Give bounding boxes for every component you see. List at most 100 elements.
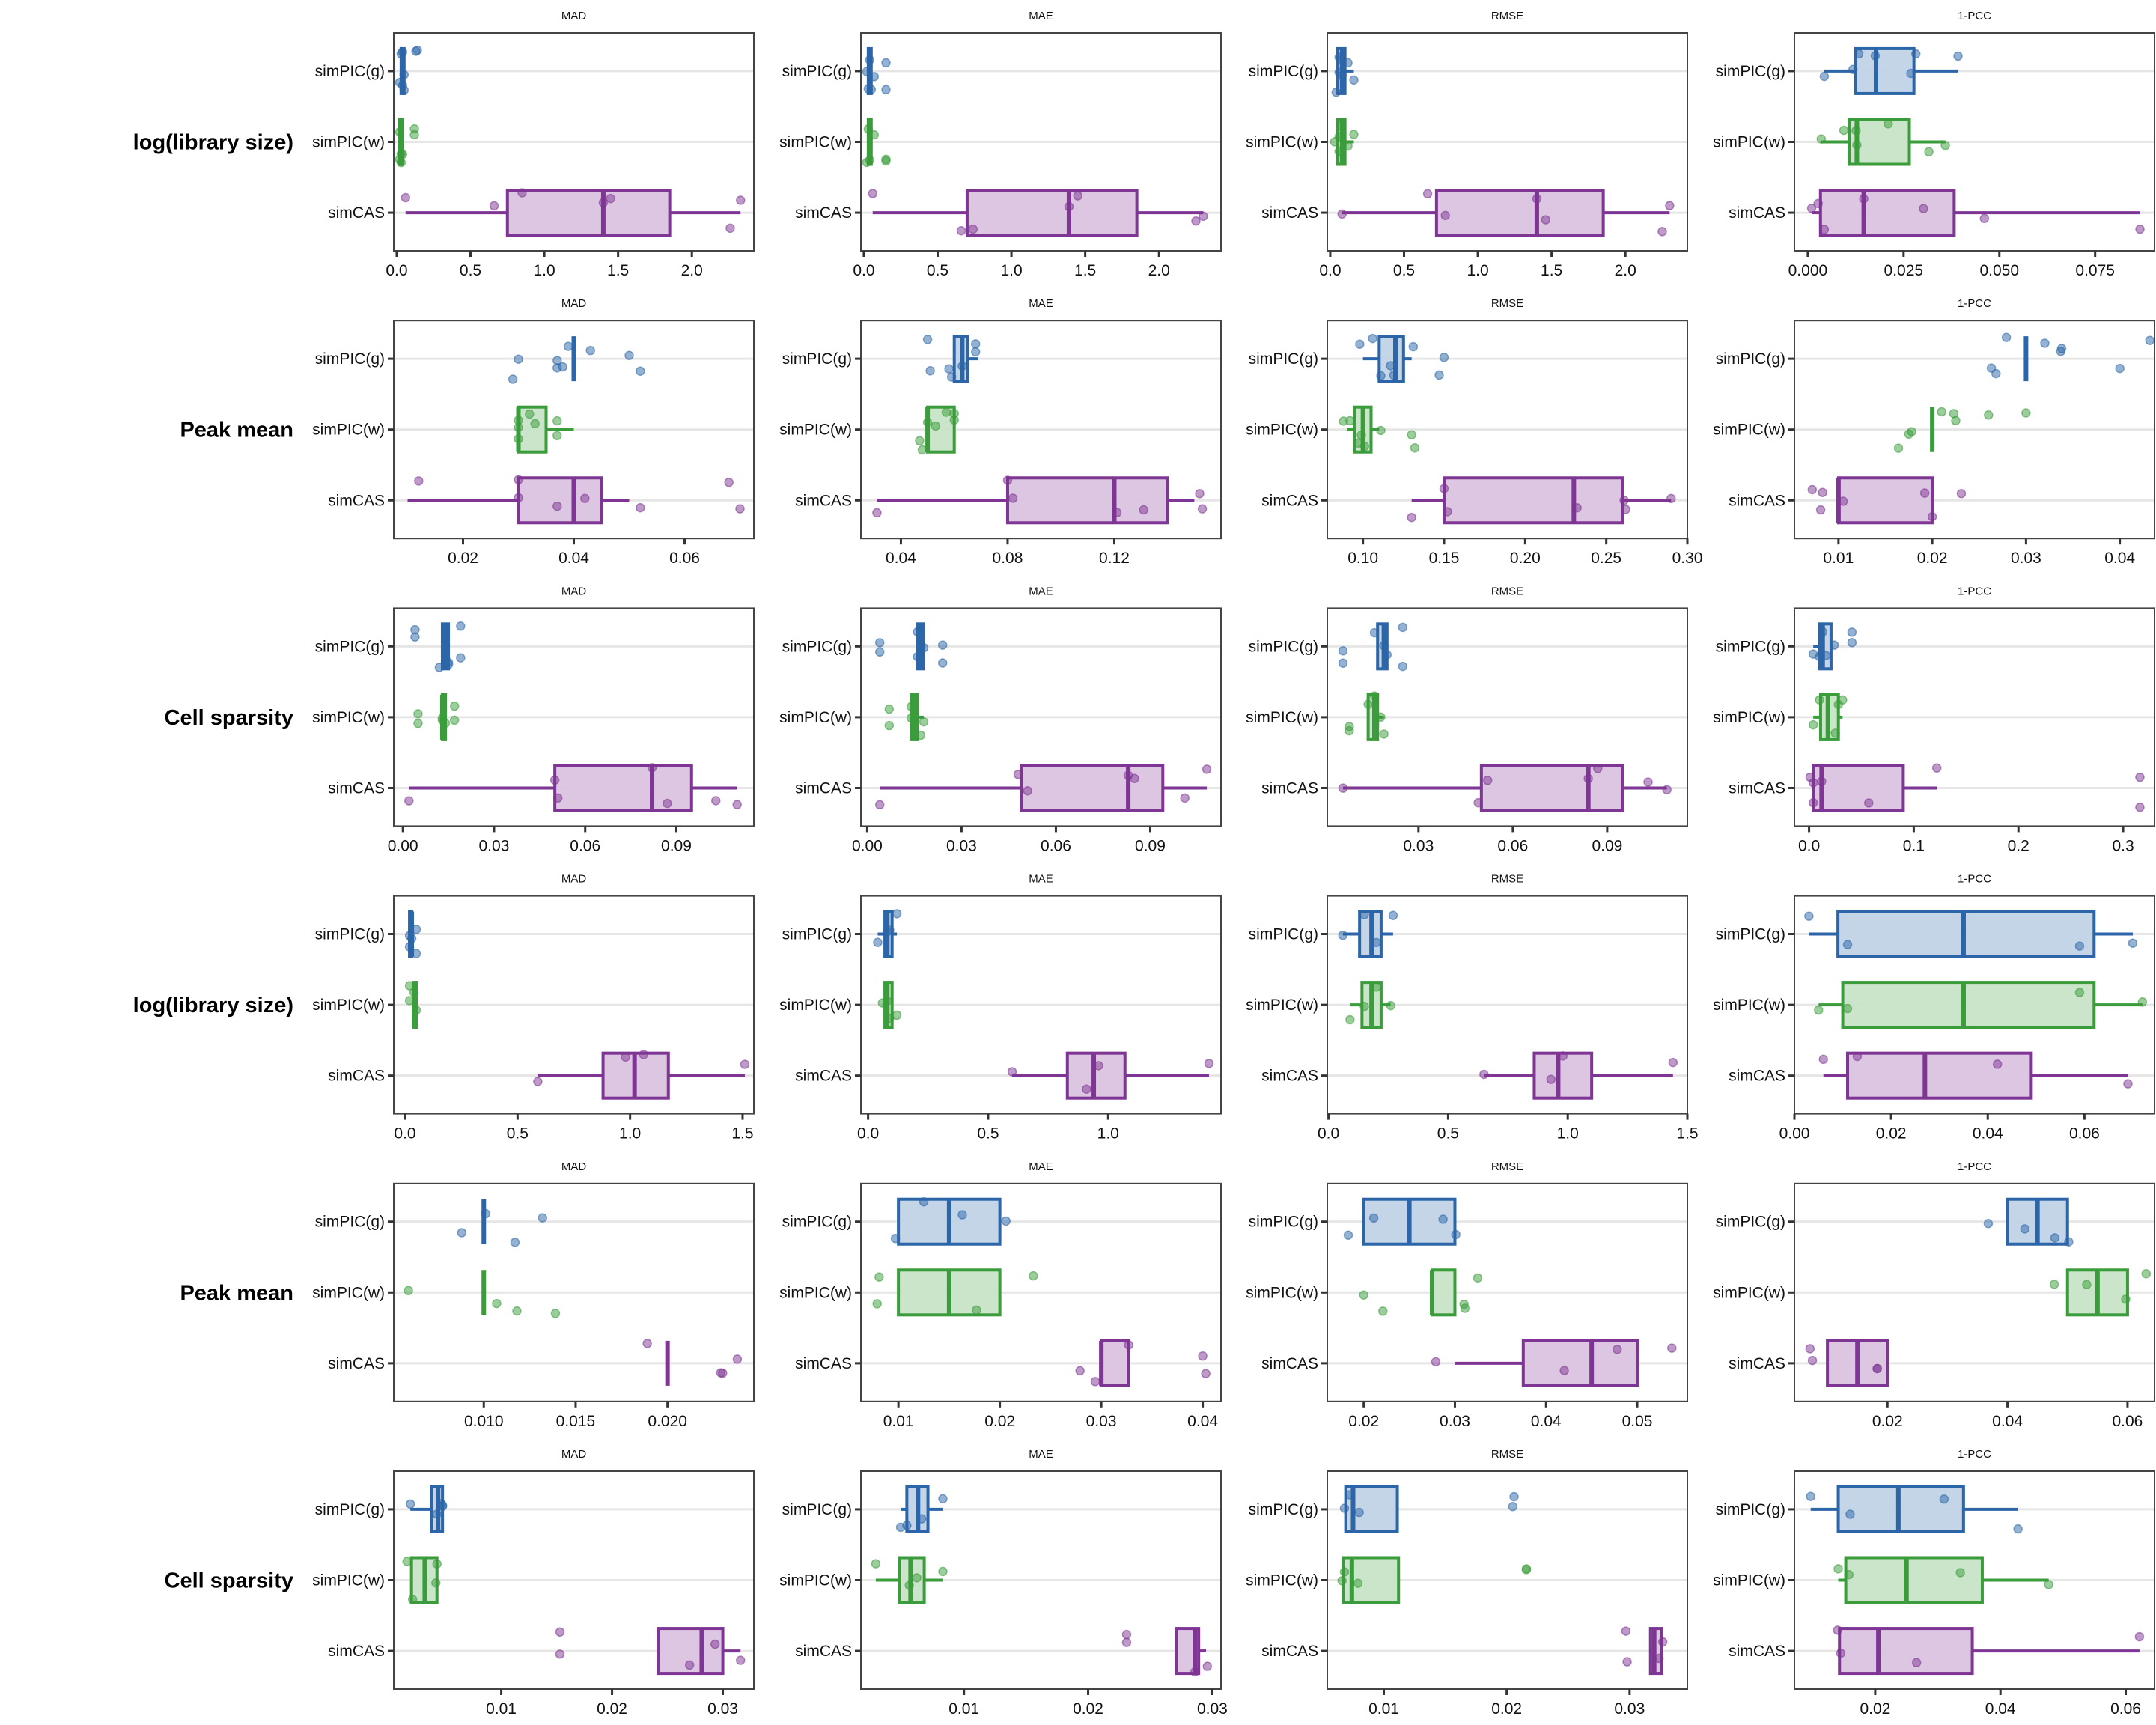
data-point xyxy=(1353,1578,1363,1588)
y-tick-label: simCAS xyxy=(1261,1355,1318,1372)
data-point xyxy=(1815,695,1824,705)
panel-title: MAD xyxy=(561,873,587,886)
data-point xyxy=(872,508,882,518)
box-simcas xyxy=(1338,764,1672,812)
row-5: Cell sparsity MAD simPIC(g) simPIC(w) simCAS… xyxy=(165,1448,2155,1718)
data-point xyxy=(1808,778,1818,788)
data-point xyxy=(1356,430,1366,440)
data-point xyxy=(443,657,454,667)
box-simcas xyxy=(1621,1626,1668,1676)
y-tick-label: simPIC(w) xyxy=(779,134,852,151)
data-point xyxy=(437,1500,448,1511)
box-simcas xyxy=(1075,1339,1211,1387)
x-tick-label: 0.010 xyxy=(464,1413,504,1430)
y-tick-label: simPIC(g) xyxy=(782,926,852,943)
data-point xyxy=(892,1010,902,1020)
box-simcas xyxy=(868,189,1208,237)
panel-mae: MAE simPIC(g) simPIC(w) simCAS 0.0 0.5 1.0 xyxy=(779,873,1222,1143)
x-tick-label: 0.5 xyxy=(507,1125,529,1143)
panel-1-pcc: 1-PCC simPIC(g) simPIC(w) simCAS 0.02 0.04 0.0… xyxy=(1713,1160,2155,1430)
y-tick-label: simPIC(w) xyxy=(312,1284,385,1301)
data-point xyxy=(606,193,616,204)
data-point xyxy=(1806,1491,1815,1501)
data-point xyxy=(1431,1357,1441,1367)
x-tick-label: 0.06 xyxy=(2110,1700,2141,1718)
x-tick-label: 2.0 xyxy=(1148,262,1170,279)
box-simcas xyxy=(1806,189,2145,237)
y-tick-label: simCAS xyxy=(328,1643,385,1660)
data-point xyxy=(510,1238,520,1247)
row-label: Cell sparsity xyxy=(165,706,293,730)
x-tick-label: 0.03 xyxy=(707,1700,738,1718)
panel-title: MAD xyxy=(561,1448,587,1461)
data-point xyxy=(972,1305,981,1315)
data-point xyxy=(1955,1568,1965,1578)
data-point xyxy=(413,709,423,719)
data-point xyxy=(1829,640,1839,650)
data-point xyxy=(552,501,562,511)
x-tick-label: 0.3 xyxy=(2112,837,2134,854)
data-point xyxy=(1112,508,1122,517)
data-point xyxy=(906,702,916,712)
data-point xyxy=(865,155,875,165)
box-simpic-w- xyxy=(1814,981,2148,1029)
data-point xyxy=(1910,49,1921,59)
box-simcas xyxy=(401,188,746,237)
x-tick-label: 0.03 xyxy=(1440,1413,1470,1430)
data-point xyxy=(1349,75,1359,85)
data-point xyxy=(1023,786,1032,796)
data-point xyxy=(1443,507,1452,517)
data-point xyxy=(399,85,409,95)
box-simcas xyxy=(407,475,745,525)
x-tick-label: 0.03 xyxy=(1614,1700,1645,1718)
data-point xyxy=(1558,1051,1568,1061)
y-tick-label: simPIC(g) xyxy=(782,1214,852,1231)
box-simpic-g- xyxy=(1983,1197,2074,1247)
data-point xyxy=(1838,695,1848,705)
data-point xyxy=(1073,191,1083,201)
data-point xyxy=(2050,1233,2060,1243)
box-simpic-g- xyxy=(508,336,645,384)
x-tick-label: 0.06 xyxy=(669,550,700,567)
y-tick-label: simCAS xyxy=(1261,204,1318,222)
x-tick-label: 0.03 xyxy=(1403,837,1434,854)
data-point xyxy=(884,720,895,731)
data-point xyxy=(456,621,466,631)
data-point xyxy=(1818,1054,1828,1065)
box-simpic-g- xyxy=(1355,333,1449,383)
data-point xyxy=(1583,773,1593,784)
y-tick-label: simPIC(g) xyxy=(1716,1501,1785,1518)
data-point xyxy=(725,223,735,234)
data-point xyxy=(1508,1502,1518,1512)
box-simcas xyxy=(555,1627,746,1676)
box-iqr xyxy=(1100,1339,1130,1387)
x-tick-label: 0.00 xyxy=(388,837,418,854)
data-point xyxy=(740,1059,750,1069)
data-point xyxy=(395,77,405,88)
data-point xyxy=(1398,622,1408,633)
data-point xyxy=(937,658,948,668)
data-point xyxy=(1956,488,1967,499)
data-point xyxy=(549,775,560,785)
y-tick-label: simPIC(w) xyxy=(779,1572,852,1589)
data-point xyxy=(1807,1355,1818,1366)
x-tick-label: 0.09 xyxy=(1592,837,1622,854)
data-point xyxy=(404,942,415,952)
panel-title: MAD xyxy=(561,585,587,597)
panel-rmse: RMSE simPIC(g) simPIC(w) simCAS 0.0 0.5 1.0 1.5 xyxy=(1246,873,1698,1143)
data-point xyxy=(1368,333,1377,344)
data-point xyxy=(598,198,609,207)
data-point xyxy=(1130,773,1139,784)
x-tick-label: 1.0 xyxy=(1097,1125,1119,1143)
box-simcas xyxy=(1805,1339,1889,1387)
data-point xyxy=(396,157,406,168)
data-point xyxy=(892,909,902,919)
data-point xyxy=(1906,68,1916,79)
panel-title: RMSE xyxy=(1491,1160,1523,1173)
data-point xyxy=(410,624,420,635)
x-tick-label: 0.15 xyxy=(1429,550,1460,567)
box-iqr xyxy=(1836,476,1934,525)
data-point xyxy=(2137,997,2148,1007)
box-iqr xyxy=(1846,1051,2033,1100)
data-point xyxy=(1398,661,1408,672)
